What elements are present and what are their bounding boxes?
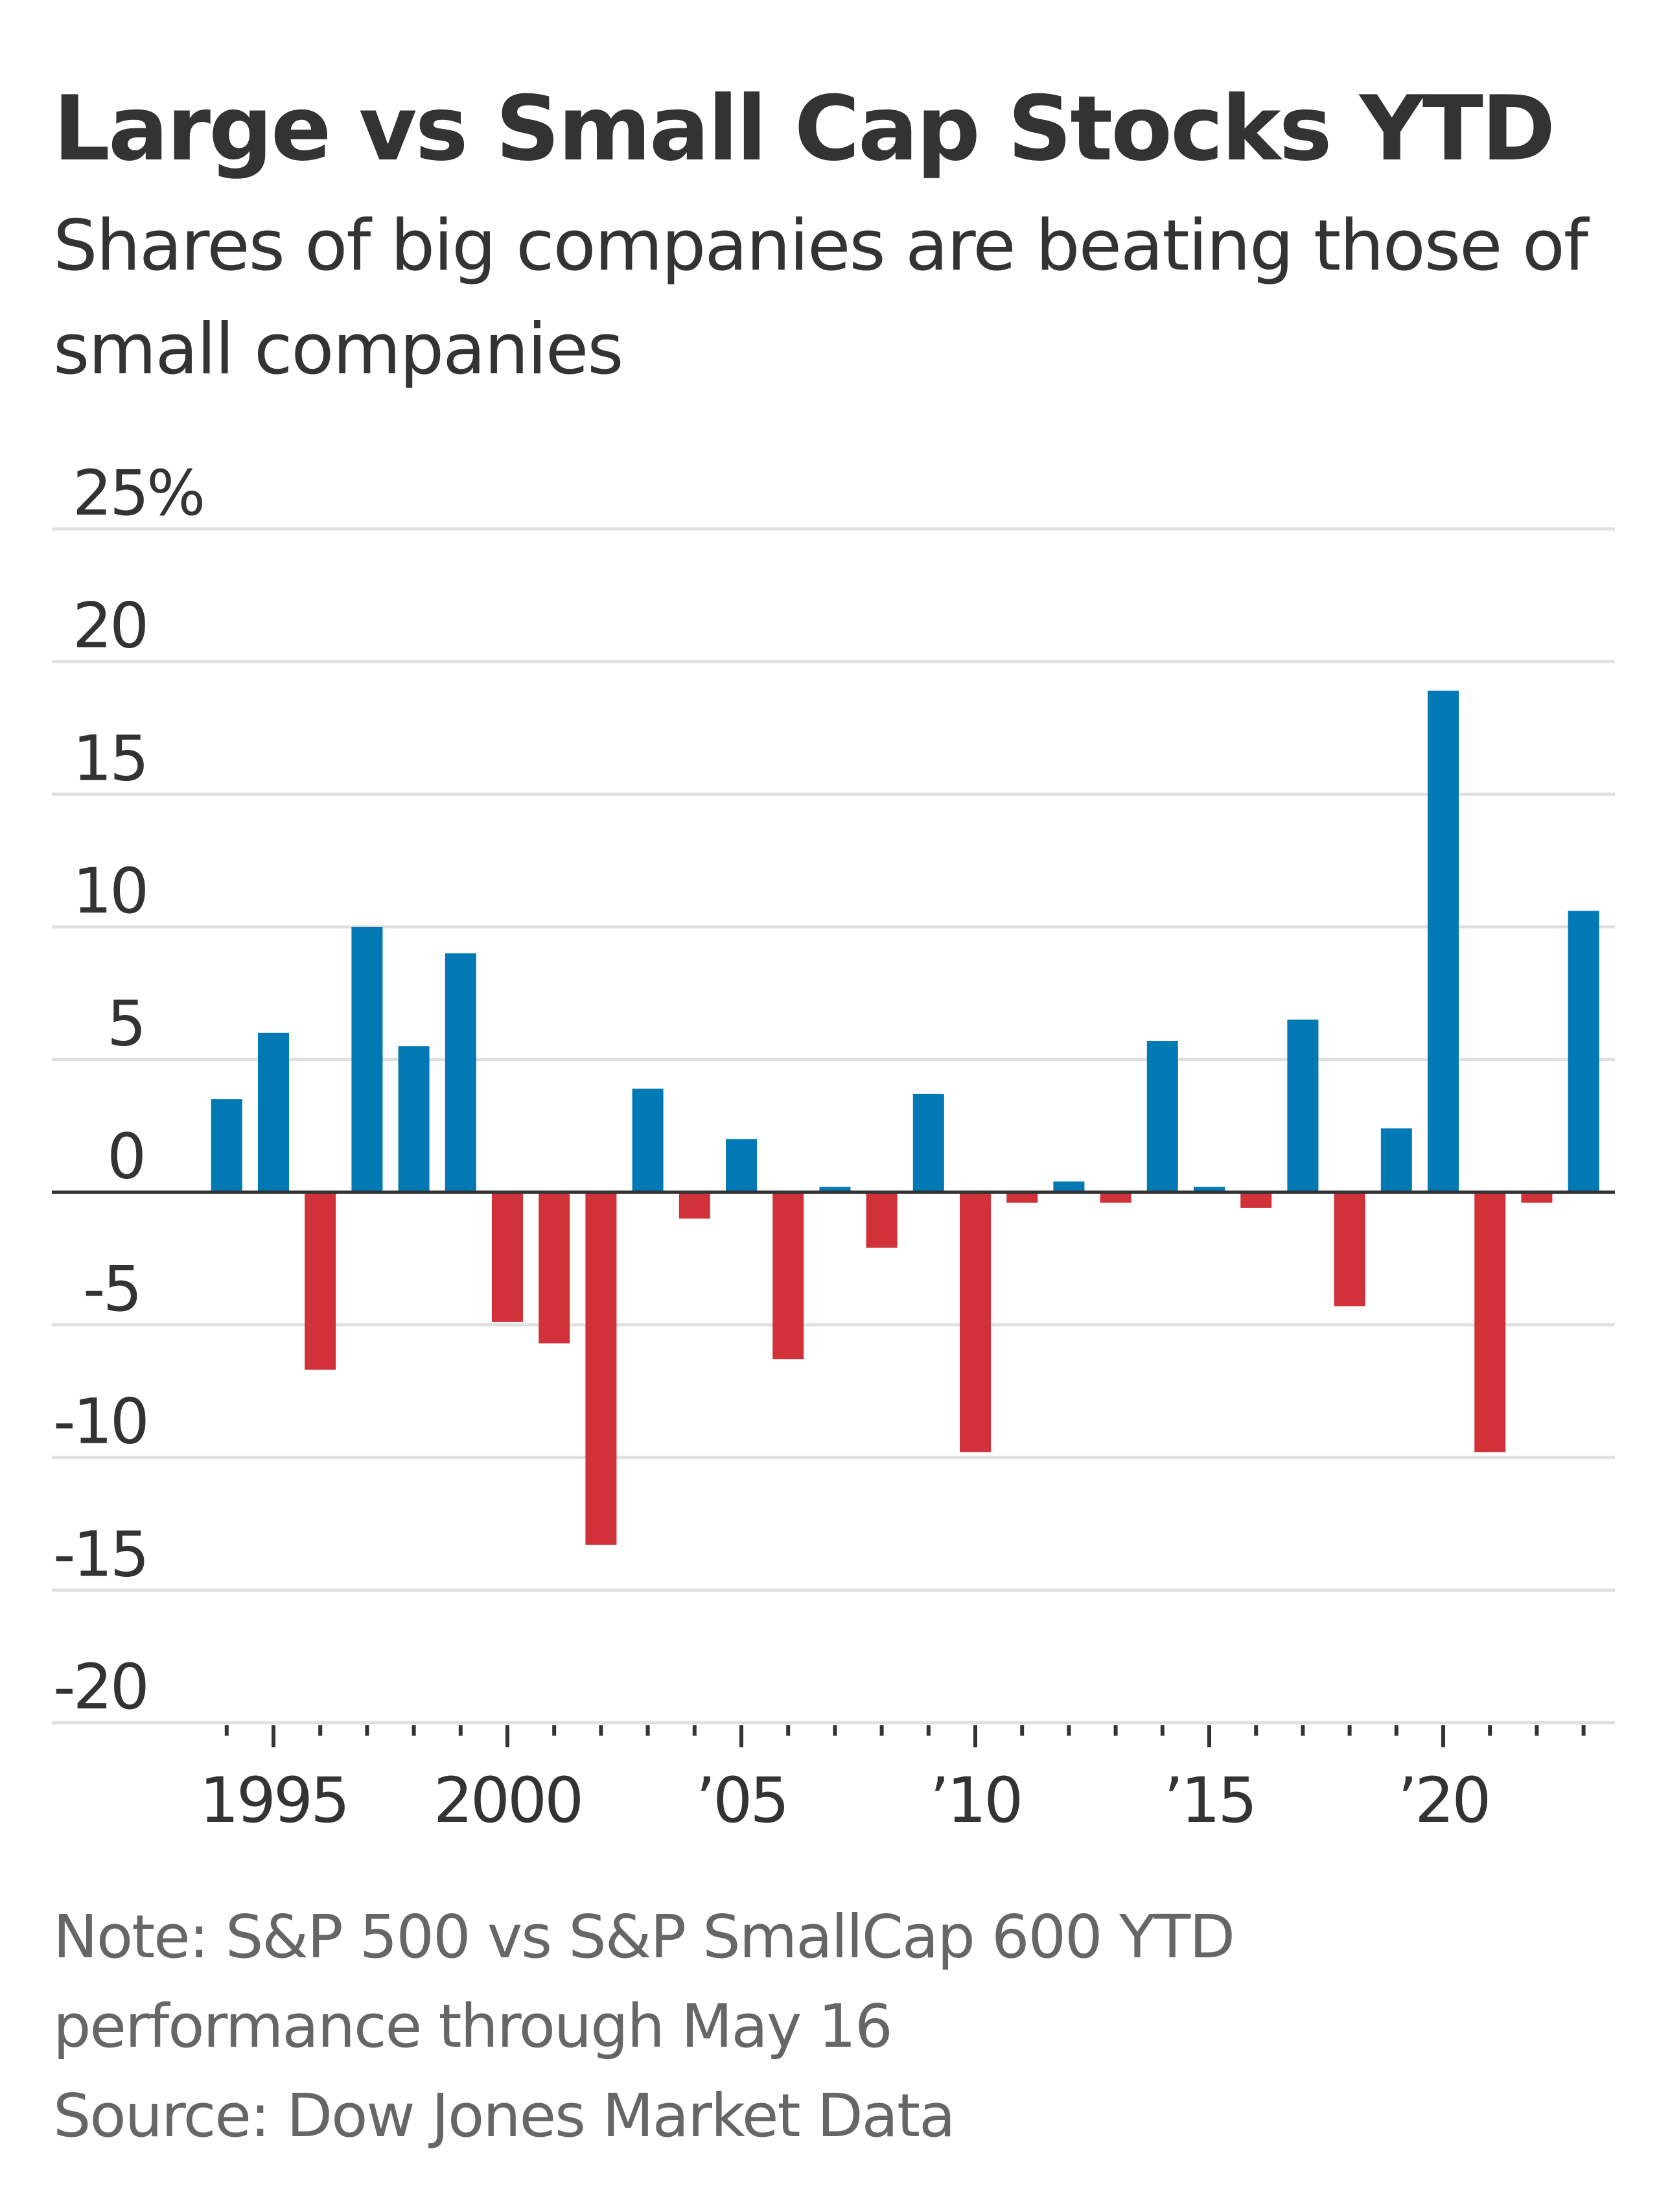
- bar-1999: [445, 953, 476, 1193]
- bar-1995: [258, 1032, 289, 1193]
- bar-1994: [211, 1099, 242, 1193]
- x-tick-label: 2000: [434, 1764, 581, 1837]
- y-tick-label: 5: [107, 988, 144, 1060]
- bar-2009: [912, 1093, 944, 1193]
- bar-2019: [1380, 1128, 1412, 1193]
- bar-2016: [1240, 1192, 1272, 1208]
- y-tick-label: 25%: [73, 457, 203, 530]
- bar-2011: [1006, 1192, 1038, 1203]
- bar-1997: [351, 927, 383, 1193]
- bar-2014: [1146, 1041, 1178, 1193]
- chart-subtitle: Shares of big companies are beating thos…: [53, 205, 1588, 390]
- bar-2008: [866, 1192, 898, 1248]
- bar-2006: [772, 1192, 804, 1360]
- chart-notes: Note: S&P 500 vs S&P SmallCap 600 YTD pe…: [53, 1892, 1235, 2161]
- x-tick-label: ’05: [696, 1764, 787, 1837]
- bar-2004: [679, 1192, 710, 1219]
- note-line-1: Note: S&P 500 vs S&P SmallCap 600 YTD: [53, 1902, 1235, 1972]
- bar-2022: [1521, 1192, 1553, 1203]
- bar-1996: [305, 1192, 336, 1370]
- bar-2007: [819, 1187, 851, 1193]
- bar-2001: [539, 1192, 570, 1344]
- y-tick-label: -5: [83, 1253, 140, 1325]
- x-tick-label: ’15: [1164, 1764, 1255, 1837]
- bar-2000: [492, 1192, 523, 1322]
- bar-2013: [1100, 1192, 1131, 1203]
- bar-2010: [960, 1192, 991, 1452]
- bar-2020: [1428, 690, 1459, 1193]
- note-line-2: performance through May 16: [53, 1992, 893, 2061]
- y-tick-label: 10: [73, 855, 146, 927]
- bar-2002: [585, 1192, 617, 1545]
- y-tick-label: 15: [73, 722, 146, 795]
- bar-1998: [398, 1046, 430, 1193]
- x-tick-label: ’20: [1398, 1764, 1489, 1837]
- bar-2018: [1334, 1192, 1365, 1307]
- bar-2012: [1053, 1181, 1085, 1193]
- bar-2023: [1568, 911, 1599, 1193]
- chart-title: Large vs Small Cap Stocks YTD: [53, 76, 1555, 181]
- y-tick-label: 0: [107, 1120, 144, 1193]
- bar-2017: [1287, 1019, 1319, 1193]
- bar-2003: [632, 1088, 664, 1193]
- bar-2021: [1474, 1192, 1506, 1452]
- y-tick-label: -10: [53, 1386, 147, 1458]
- bar-2005: [726, 1139, 757, 1193]
- bar-2015: [1194, 1187, 1225, 1193]
- y-tick-label: 20: [73, 590, 146, 662]
- y-tick-label: -20: [53, 1651, 147, 1723]
- source-line: Source: Dow Jones Market Data: [53, 2081, 956, 2150]
- x-tick-label: 1995: [200, 1764, 347, 1837]
- x-tick-label: ’10: [930, 1764, 1021, 1837]
- y-tick-label: -15: [53, 1518, 147, 1590]
